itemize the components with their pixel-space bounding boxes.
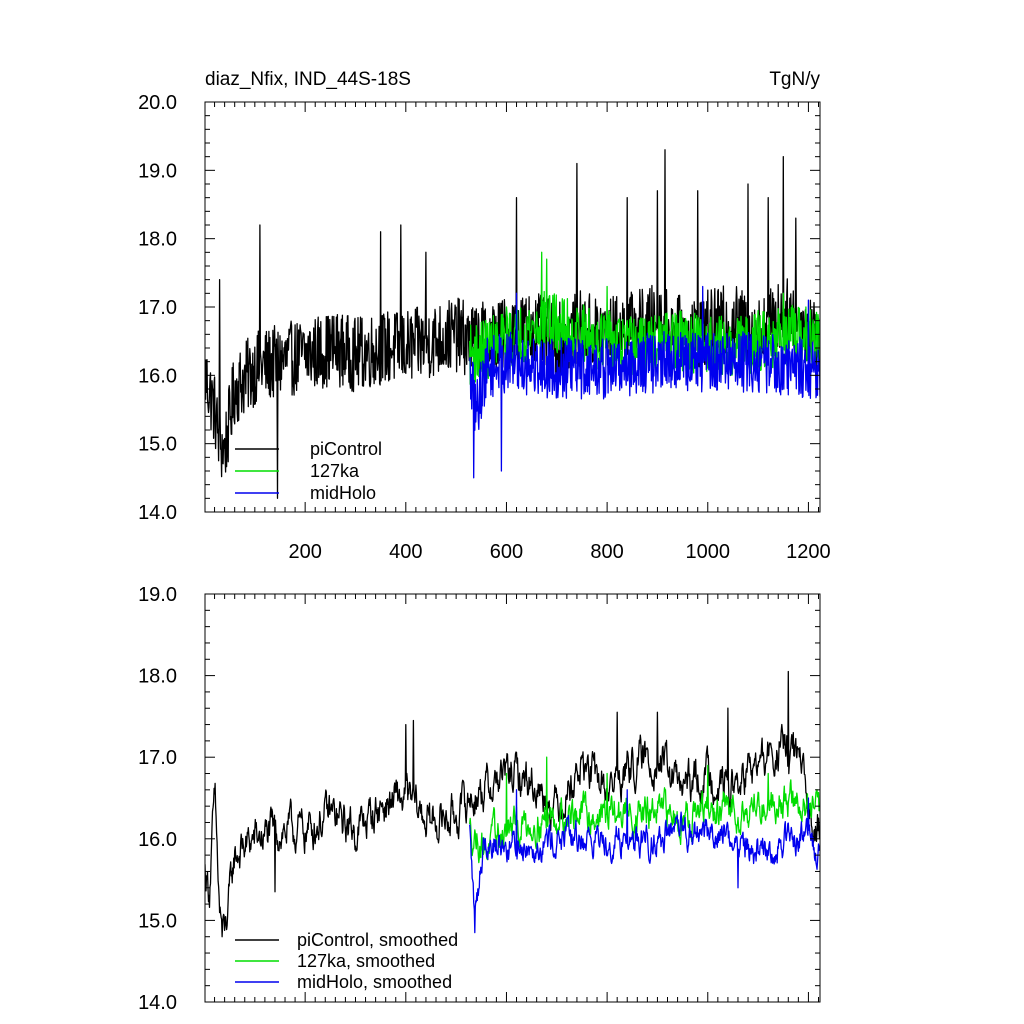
legend-label: piControl, smoothed [297,930,458,950]
series-line-picontrol [205,149,820,499]
chart-title: diaz_Nfix, IND_44S-18S [205,69,411,90]
y-tick-label: 19.0 [138,160,177,182]
y-tick-label: 16.0 [138,829,177,851]
legend-label: midHolo [310,483,376,503]
series-line-midholo-smoothed [469,789,820,934]
x-tick-label: 800 [590,541,623,563]
units-label: TgN/y [769,69,820,90]
plot-frame [204,593,821,1003]
series-line-127ka-smoothed [469,756,820,864]
series-group [205,149,820,499]
y-tick-label: 18.0 [138,666,177,688]
legend-label: midHolo, smoothed [297,972,452,992]
series-group [205,670,820,938]
legend-label: piControl [310,439,382,459]
y-tick-label: 14.0 [138,502,177,524]
y-tick-label: 16.0 [138,365,177,387]
top-panel: 200 400 600 800 1000 1200 14.0 15.0 16.0 17.0 18.0… [138,69,831,563]
y-tick-label: 15.0 [138,910,177,932]
x-tick-label: 1000 [686,541,731,563]
legend-label: 127ka, smoothed [297,951,435,971]
y-tick-label: 20.0 [138,92,177,114]
y-tick-label: 14.0 [138,992,177,1014]
x-tick-label: 600 [490,541,523,563]
legend-label: 127ka [310,461,360,481]
bottom-panel: 14.0 15.0 16.0 17.0 18.0 19.0 piControl, smoot… [138,584,821,1014]
x-tick-label: 200 [288,541,321,563]
y-tick-label: 19.0 [138,584,177,606]
series-line-midholo [469,285,820,479]
x-tick-label: 400 [389,541,422,563]
x-tick-label: 1200 [786,541,831,563]
series-line-picontrol-smoothed [205,670,820,938]
y-tick-label: 18.0 [138,229,177,251]
y-tick-label: 15.0 [138,434,177,456]
y-tick-label: 17.0 [138,747,177,769]
y-tick-label: 17.0 [138,297,177,319]
